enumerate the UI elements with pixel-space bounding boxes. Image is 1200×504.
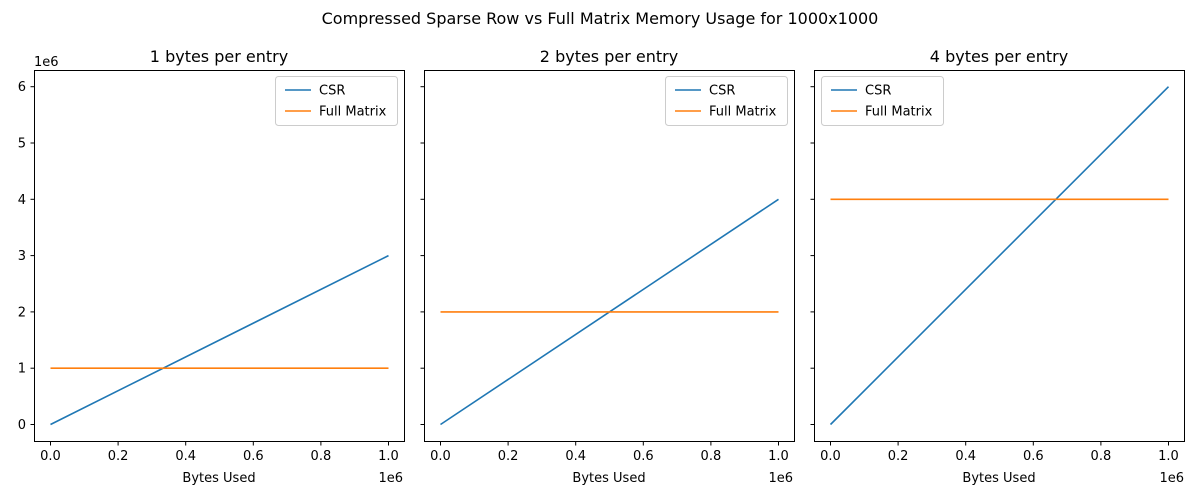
panel-1: 1 bytes per entry Bytes Used 1e6 1e6 (34, 47, 403, 486)
x-tick-label: 0.4 (565, 449, 586, 464)
panel-1-axes-frame (34, 70, 405, 442)
x-tick-label: 0.8 (701, 449, 722, 464)
panel-1-y-offset: 1e6 (34, 55, 59, 70)
figure-title: Compressed Sparse Row vs Full Matrix Mem… (322, 9, 879, 28)
panel-1-legend: CSR Full Matrix (275, 76, 398, 126)
series-line-csr (829, 86, 1170, 426)
panel-2-xlabel: Bytes Used (572, 471, 645, 486)
panel-1-plot: 0.0 0.2 0.4 0.6 0.8 1.0 0 1 2 3 4 5 6 CSR Full Matrix (18, 70, 405, 464)
x-tick-label: 1.0 (378, 449, 399, 464)
x-tick-label: 0.2 (498, 449, 519, 464)
panel-3-x-offset: 1e6 (1159, 471, 1184, 486)
x-tick-label: 0.4 (955, 449, 976, 464)
x-tick-label: 1.0 (768, 449, 789, 464)
legend-label: CSR (319, 84, 345, 99)
legend-label: Full Matrix (865, 105, 933, 120)
panel-2-plot: 0.0 0.2 0.4 0.6 0.8 1.0 CSR Full Matrix (420, 70, 795, 464)
legend-label: CSR (865, 84, 891, 99)
x-tick-label: 0.8 (1091, 449, 1112, 464)
x-tick-label: 0.4 (175, 449, 196, 464)
panel-1-xlabel: Bytes Used (182, 471, 255, 486)
x-tick-label: 0.0 (430, 449, 451, 464)
y-tick-label: 0 (18, 418, 26, 433)
x-tick-label: 0.6 (243, 449, 264, 464)
legend-label: Full Matrix (709, 105, 777, 120)
y-tick-label: 6 (18, 80, 26, 95)
y-tick-label: 2 (18, 305, 26, 320)
y-tick-label: 5 (18, 137, 26, 152)
x-tick-label: 0.2 (888, 449, 909, 464)
x-tick-label: 0.2 (108, 449, 129, 464)
panel-2: 2 bytes per entry Bytes Used 1e6 (540, 47, 793, 486)
y-tick-label: 4 (18, 193, 26, 208)
panel-2-axes-frame (424, 70, 795, 442)
panel-1-title: 1 bytes per entry (150, 47, 288, 66)
panel-1-x-offset: 1e6 (378, 471, 403, 486)
series-line-csr (50, 254, 389, 426)
y-tick-label: 3 (18, 249, 26, 264)
legend-box (821, 76, 944, 126)
panel-2-legend: CSR Full Matrix (665, 76, 788, 126)
x-tick-label: 0.8 (311, 449, 332, 464)
panel-3-legend: CSR Full Matrix (821, 76, 944, 126)
x-tick-label: 0.6 (633, 449, 654, 464)
legend-box (275, 76, 398, 126)
legend-box (665, 76, 788, 126)
x-tick-label: 0.0 (820, 449, 841, 464)
y-tick-label: 1 (18, 362, 26, 377)
x-tick-label: 1.0 (1158, 449, 1179, 464)
panel-3-plot: 0.0 0.2 0.4 0.6 0.8 1.0 CSR Full Matrix (810, 70, 1185, 464)
panel-2-title: 2 bytes per entry (540, 47, 678, 66)
panel-3-title: 4 bytes per entry (930, 47, 1068, 66)
panel-2-x-offset: 1e6 (768, 471, 793, 486)
panel-3: 4 bytes per entry Bytes Used 1e6 (930, 47, 1184, 486)
x-tick-label: 0.6 (1023, 449, 1044, 464)
legend-label: Full Matrix (319, 105, 387, 120)
x-tick-label: 0.0 (40, 449, 61, 464)
legend-label: CSR (709, 84, 735, 99)
panel-3-xlabel: Bytes Used (962, 471, 1035, 486)
